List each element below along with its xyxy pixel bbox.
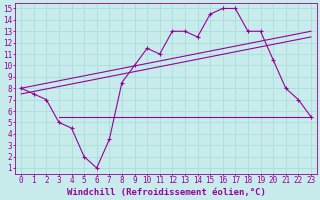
X-axis label: Windchill (Refroidissement éolien,°C): Windchill (Refroidissement éolien,°C) xyxy=(67,188,266,197)
